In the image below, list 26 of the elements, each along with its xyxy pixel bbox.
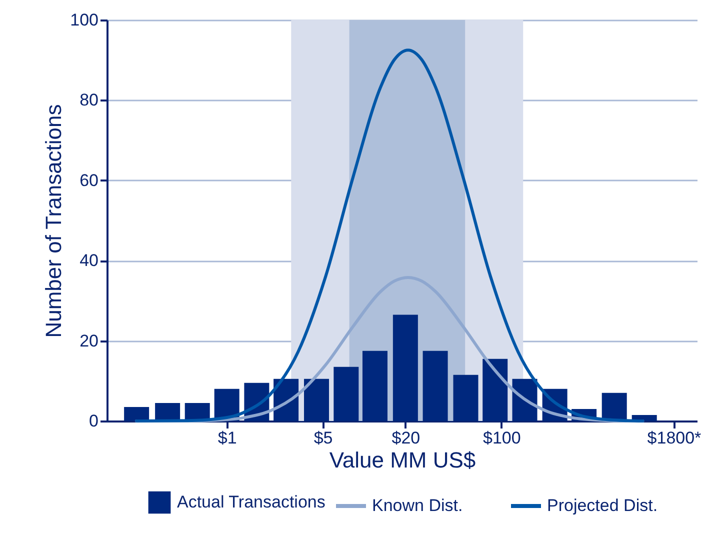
bar bbox=[362, 350, 388, 421]
y-tick-label: 80 bbox=[80, 90, 98, 110]
bar bbox=[124, 406, 150, 421]
bar bbox=[304, 378, 330, 421]
bar bbox=[482, 358, 508, 421]
y-tick-label: 0 bbox=[89, 412, 98, 430]
legend-label: Actual Transactions bbox=[177, 492, 326, 512]
bar bbox=[392, 314, 418, 421]
x-tick-label: $100 bbox=[482, 428, 521, 448]
bar bbox=[453, 374, 478, 421]
y-tick-label: 20 bbox=[80, 331, 98, 350]
y-axis-title: Number of Transactions bbox=[41, 104, 66, 338]
y-tick-label: 100 bbox=[70, 10, 98, 30]
bar bbox=[334, 366, 359, 421]
x-tick-label: $5 bbox=[314, 428, 333, 448]
bar bbox=[422, 350, 448, 421]
x-tick-label: $1 bbox=[218, 428, 237, 448]
x-tick-label: $20 bbox=[392, 428, 420, 448]
x-axis-title: Value MM US$ bbox=[329, 448, 476, 472]
y-tick-label: 40 bbox=[80, 251, 98, 270]
y-tick-label: 60 bbox=[80, 170, 98, 190]
x-tick-label: $1800* bbox=[647, 428, 702, 448]
bar bbox=[155, 402, 180, 421]
legend-label: Known Dist. bbox=[372, 496, 463, 515]
legend-label: Projected Dist. bbox=[547, 496, 658, 515]
bar bbox=[602, 392, 627, 421]
